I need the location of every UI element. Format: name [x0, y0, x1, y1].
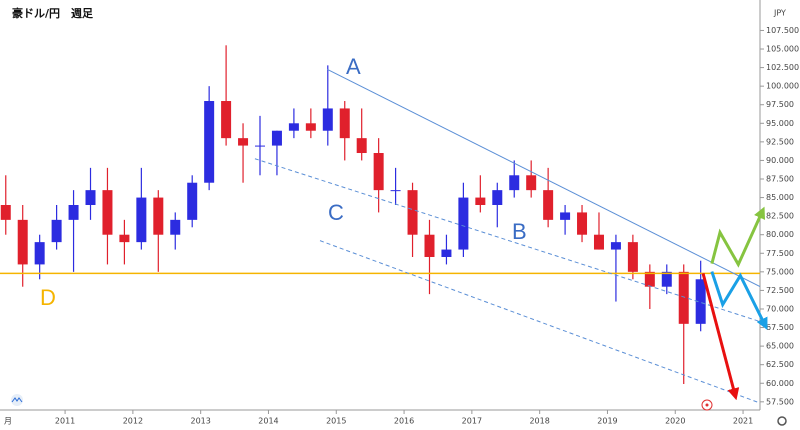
candle-body: [407, 190, 418, 235]
candle-body: [678, 271, 689, 324]
candle-body: [153, 197, 164, 235]
candle-body: [424, 234, 435, 257]
trend-line: [327, 69, 760, 288]
y-tick-label: 92.500: [766, 137, 794, 146]
candle-body: [68, 205, 79, 220]
x-tick-label: 2015: [326, 417, 346, 426]
candle-body: [305, 123, 316, 131]
candle-body: [577, 212, 588, 235]
currency-label: JPY: [773, 9, 786, 18]
candle-body: [187, 182, 198, 220]
y-tick-label: 62.500: [766, 360, 794, 369]
candle-body: [509, 175, 520, 191]
candle-body: [288, 123, 299, 131]
y-tick-label: 105.000: [766, 45, 799, 54]
candle-body: [0, 205, 11, 220]
candle-body: [322, 108, 333, 131]
y-tick-label: 67.500: [766, 323, 794, 332]
annotation-label: C: [328, 200, 344, 225]
y-tick-label: 90.000: [766, 156, 794, 165]
x-tick-label: 2016: [394, 417, 414, 426]
candle-body: [373, 153, 384, 191]
y-tick-label: 75.000: [766, 267, 794, 276]
y-tick-label: 80.000: [766, 230, 794, 239]
y-tick-label: 95.000: [766, 119, 794, 128]
annotation-label: D: [40, 285, 56, 310]
x-tick-label: 2021: [733, 417, 753, 426]
plot: [0, 45, 760, 404]
x-tick-label: 2018: [529, 417, 549, 426]
chart-title: 豪ドル/円 週足: [12, 6, 94, 20]
candle-body: [610, 242, 621, 250]
candle-body: [119, 234, 130, 243]
candle-body: [627, 242, 638, 272]
forecast-arrow: [701, 272, 740, 401]
candle-body: [492, 190, 503, 205]
candle-body: [695, 279, 706, 324]
candle-body: [102, 190, 113, 235]
y-tick-label: 100.000: [766, 82, 799, 91]
candle-body: [560, 212, 571, 220]
candle-body: [390, 190, 401, 192]
forecast-arrow: [710, 271, 768, 330]
x-tick-label: 2020: [665, 417, 685, 426]
y-tick-label: 65.000: [766, 342, 794, 351]
annotation-label: B: [512, 219, 527, 244]
y-tick-label: 97.500: [766, 100, 794, 109]
x-tick-label: 2019: [597, 417, 617, 426]
candle-body: [17, 219, 28, 265]
candle-body: [51, 219, 62, 243]
y-tick-label: 60.000: [766, 379, 794, 388]
trend-line: [254, 158, 760, 323]
candle-body: [170, 219, 181, 235]
annotation-label: A: [346, 54, 361, 79]
x-tick-label: 2017: [462, 417, 482, 426]
candle-body: [458, 197, 469, 250]
candle-body: [238, 138, 249, 146]
forecast-arrow: [710, 206, 766, 268]
candle-body: [526, 175, 537, 191]
candle-body: [339, 108, 350, 139]
y-tick-label: 57.500: [766, 397, 794, 406]
candle-body: [271, 130, 282, 146]
candle-body: [593, 234, 604, 250]
clock-icon: [701, 399, 713, 411]
x-tick-label: 2014: [258, 417, 278, 426]
y-tick-label: 72.500: [766, 286, 794, 295]
y-tick-label: 102.500: [766, 63, 799, 72]
candle-body: [85, 190, 96, 205]
x-tick-label: 2011: [55, 417, 75, 426]
candle-body: [661, 271, 672, 287]
candle-body: [34, 242, 45, 265]
candle-body: [221, 101, 232, 139]
y-tick-label: 82.500: [766, 212, 794, 221]
candle-body: [204, 101, 215, 183]
x-start-label: 月: [4, 417, 12, 426]
y-tick-label: 107.500: [766, 26, 799, 35]
y-tick-label: 85.000: [766, 193, 794, 202]
candle-body: [356, 138, 367, 154]
y-tick-label: 87.500: [766, 175, 794, 184]
candle-body: [255, 145, 265, 147]
settings-icon: [777, 416, 787, 426]
trend-line: [319, 240, 760, 404]
x-tick-label: 2013: [190, 417, 210, 426]
candle-body: [441, 249, 452, 257]
candle-body: [543, 190, 554, 220]
candle-body: [475, 197, 486, 205]
y-tick-label: 77.500: [766, 249, 794, 258]
candle-body: [136, 197, 147, 243]
candle-body: [644, 271, 655, 287]
logo: [11, 394, 23, 406]
y-tick-label: 70.000: [766, 304, 794, 313]
x-tick-label: 2012: [123, 417, 143, 426]
